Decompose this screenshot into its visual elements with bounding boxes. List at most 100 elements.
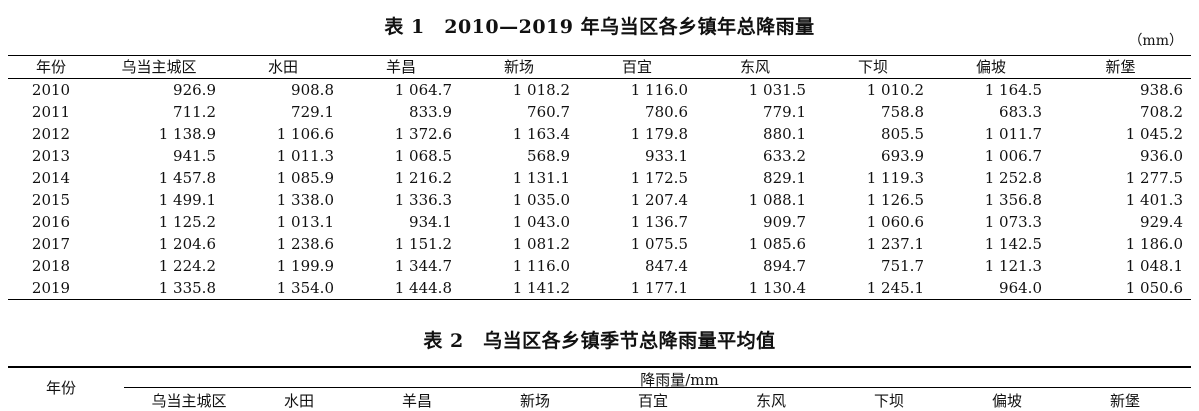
rainfall-cell: 1 088.1: [748, 191, 806, 209]
year-cell: 2015: [31, 191, 71, 209]
rainfall-cell: 1 186.0: [1125, 235, 1183, 253]
rainfall-cell: 1 204.6: [158, 235, 216, 253]
rainfall-cell: 805.5: [881, 125, 924, 143]
rainfall-cell: 1 237.1: [866, 235, 924, 253]
rainfall-cell: 847.4: [645, 257, 688, 275]
rainfall-cell: 1 006.7: [984, 147, 1042, 165]
rainfall-cell: 1 048.1: [1125, 257, 1183, 275]
rainfall-cell: 1 457.8: [158, 169, 216, 187]
year-cell: 2010: [31, 81, 71, 99]
column-header: 新堡: [1050, 55, 1191, 79]
rainfall-cell: 1 119.3: [866, 169, 924, 187]
rainfall-cell: 1 372.6: [394, 125, 452, 143]
rainfall-cell: 1 131.1: [512, 169, 570, 187]
rainfall-cell: 1 444.8: [394, 279, 452, 297]
rainfall-cell: 1 013.1: [276, 213, 334, 231]
table2-column-header: 水田: [283, 392, 314, 410]
rainfall-cell: 1 401.3: [1125, 191, 1183, 209]
table2-caption: 表 2 乌当区各乡镇季节总降雨量平均值: [423, 330, 776, 352]
table2-top-rule: [8, 366, 1191, 368]
column-header: 东风: [696, 55, 814, 79]
rainfall-cell: 1 081.2: [512, 235, 570, 253]
table-row: 2013 941.5 1 011.3 1 068.5 568.9 933.1 633.2 69…: [8, 145, 1191, 167]
column-header: 下坝: [814, 55, 932, 79]
rainfall-cell: 1 121.3: [984, 257, 1042, 275]
rainfall-cell: 1 177.1: [630, 279, 688, 297]
table-row: 2011 711.2 729.1 833.9 760.7 780.6 779.1 758.8 6…: [8, 101, 1191, 123]
rainfall-cell: 708.2: [1140, 103, 1183, 121]
year-cell: 2016: [31, 213, 71, 231]
rainfall-cell: 934.1: [409, 213, 452, 231]
year-cell: 2011: [31, 103, 71, 121]
table-row: 2019 1 335.8 1 354.0 1 444.8 1 141.2 1 177.1 1…: [8, 277, 1191, 300]
rainfall-cell: 760.7: [527, 103, 570, 121]
rainfall-cell: 1 141.2: [512, 279, 570, 297]
table-row: 2016 1 125.2 1 013.1 934.1 1 043.0 1 136.7 909…: [8, 211, 1191, 233]
table2-column-header: 新堡: [1109, 392, 1140, 410]
rainfall-cell: 1 207.4: [630, 191, 688, 209]
table-row: 2010 926.9 908.8 1 064.7 1 018.2 1 116.0 1 031…: [8, 79, 1191, 102]
rainfall-cell: 1 126.5: [866, 191, 924, 209]
rainfall-cell: 1 018.2: [512, 81, 570, 99]
rainfall-cell: 729.1: [291, 103, 334, 121]
column-header: 羊昌: [342, 55, 460, 79]
rainfall-cell: 1 335.8: [158, 279, 216, 297]
column-header: 年份: [8, 55, 94, 79]
year-cell: 2018: [31, 257, 71, 275]
rainfall-cell: 1 277.5: [1125, 169, 1183, 187]
rainfall-cell: 1 163.4: [512, 125, 570, 143]
rainfall-cell: 1 011.7: [984, 125, 1042, 143]
rainfall-cell: 1 010.2: [866, 81, 924, 99]
rainfall-cell: 1 199.9: [276, 257, 334, 275]
rainfall-cell: 1 068.5: [394, 147, 452, 165]
year-cell: 2019: [31, 279, 71, 297]
table2-year-header: 年份: [46, 379, 77, 397]
rainfall-cell: 780.6: [645, 103, 688, 121]
rainfall-cell: 909.7: [763, 213, 806, 231]
rainfall-cell: 758.8: [881, 103, 924, 121]
rainfall-cell: 1 045.2: [1125, 125, 1183, 143]
rainfall-cell: 1 138.9: [158, 125, 216, 143]
rainfall-cell: 1 356.8: [984, 191, 1042, 209]
rainfall-cell: 926.9: [173, 81, 216, 99]
rainfall-cell: 1 252.8: [984, 169, 1042, 187]
rainfall-cell: 1 043.0: [512, 213, 570, 231]
rainfall-cell: 1 151.2: [394, 235, 452, 253]
rainfall-cell: 1 164.5: [984, 81, 1042, 99]
table2-column-header: 偏坡: [991, 392, 1022, 410]
rainfall-cell: 1 031.5: [748, 81, 806, 99]
rainfall-cell: 1 354.0: [276, 279, 334, 297]
rainfall-cell: 938.6: [1140, 81, 1183, 99]
year-cell: 2017: [31, 235, 71, 253]
rainfall-cell: 1 035.0: [512, 191, 570, 209]
rainfall-cell: 1 142.5: [984, 235, 1042, 253]
rainfall-cell: 1 224.2: [158, 257, 216, 275]
column-header: 偏坡: [932, 55, 1050, 79]
column-header: 新场: [460, 55, 578, 79]
column-header: 百宜: [578, 55, 696, 79]
rainfall-cell: 779.1: [763, 103, 806, 121]
table1: 年份 乌当主城区 水田 羊昌 新场 百宜 东风 下坝 偏坡 新堡 2010 926…: [8, 55, 1191, 300]
table2-column-header: 新场: [519, 392, 550, 410]
rainfall-cell: 751.7: [881, 257, 924, 275]
rainfall-cell: 1 085.9: [276, 169, 334, 187]
rainfall-cell: 1 216.2: [394, 169, 452, 187]
table-row: 2015 1 499.1 1 338.0 1 336.3 1 035.0 1 207.4 1…: [8, 189, 1191, 211]
table-row: 2012 1 138.9 1 106.6 1 372.6 1 163.4 1 179.8 8…: [8, 123, 1191, 145]
rainfall-cell: 1 238.6: [276, 235, 334, 253]
column-header: 水田: [224, 55, 342, 79]
table-row: 2018 1 224.2 1 199.9 1 344.7 1 116.0 847.4 894…: [8, 255, 1191, 277]
rainfall-cell: 1 060.6: [866, 213, 924, 231]
rainfall-cell: 936.0: [1140, 147, 1183, 165]
year-cell: 2012: [31, 125, 71, 143]
table2-sub-rule: [124, 387, 1191, 388]
rainfall-cell: 1 073.3: [984, 213, 1042, 231]
table-row: 2017 1 204.6 1 238.6 1 151.2 1 081.2 1 075.5 1…: [8, 233, 1191, 255]
rainfall-cell: 894.7: [763, 257, 806, 275]
rainfall-cell: 683.3: [999, 103, 1042, 121]
rainfall-cell: 941.5: [173, 147, 216, 165]
table-row: 2014 1 457.8 1 085.9 1 216.2 1 131.1 1 172.5 8…: [8, 167, 1191, 189]
rainfall-cell: 633.2: [763, 147, 806, 165]
table1-caption: 表 1 2010—2019 年乌当区各乡镇年总降雨量: [384, 16, 815, 38]
rainfall-cell: 1 336.3: [394, 191, 452, 209]
